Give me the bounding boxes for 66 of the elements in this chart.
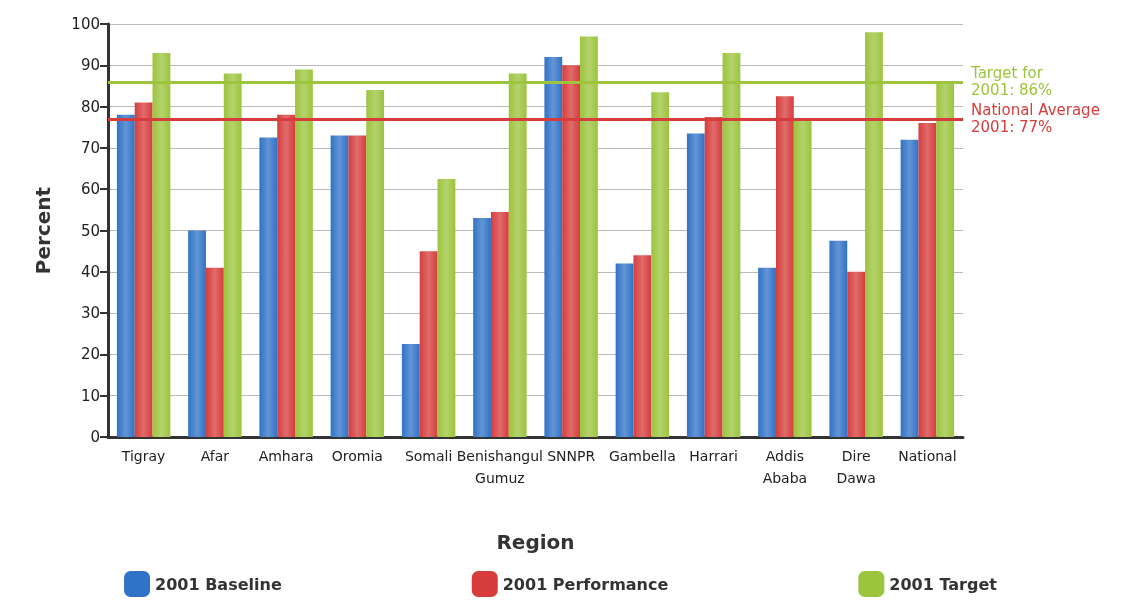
bar — [259, 137, 278, 437]
bar — [562, 65, 581, 437]
bar — [188, 230, 206, 437]
y-tick-label: 60 — [80, 180, 100, 199]
x-tick-label: Afar — [200, 448, 230, 464]
bar — [758, 267, 776, 437]
y-tick-label: 50 — [80, 221, 100, 240]
bar — [348, 135, 367, 437]
bar — [615, 263, 634, 437]
bar — [775, 96, 794, 437]
bar — [134, 102, 153, 437]
bar — [651, 92, 670, 437]
legend-label: 2001 Target — [889, 574, 998, 594]
bar — [223, 73, 242, 437]
y-tick-label: 20 — [80, 345, 100, 364]
x-tick-label: Benishangul Gumuz — [456, 448, 543, 486]
bar — [793, 121, 812, 437]
bar — [330, 135, 349, 437]
bar — [865, 32, 883, 437]
bar — [473, 218, 491, 437]
ref-line-label: Target for 2001: 86% — [970, 64, 1053, 100]
bar — [401, 344, 420, 437]
bar — [277, 114, 296, 437]
y-tick-label: 80 — [80, 97, 100, 116]
bar — [936, 83, 955, 437]
y-tick-label: 70 — [80, 138, 100, 157]
bar — [633, 255, 652, 437]
x-tick-label: Tigray — [120, 448, 166, 464]
x-axis-title: Region — [496, 530, 575, 554]
x-tick-label: SNNPR — [547, 448, 596, 464]
x-tick-label: Gambella — [608, 448, 676, 464]
y-tick-label: 100 — [71, 15, 100, 33]
bar — [295, 69, 313, 437]
bar — [437, 178, 456, 437]
bar — [490, 211, 509, 437]
x-tick-label: Somali — [404, 448, 453, 464]
bar — [704, 116, 723, 437]
x-tick-label: Addis Ababa — [762, 448, 808, 486]
ref-line-label: National Average 2001: 77% — [971, 101, 1100, 137]
x-tick-label: Harrari — [689, 448, 738, 464]
bar — [900, 139, 919, 437]
x-tick-label: National — [898, 448, 957, 464]
y-tick-label: 90 — [80, 56, 100, 75]
x-tick-label: Oromia — [331, 448, 383, 464]
bar — [544, 57, 563, 437]
bar — [847, 271, 866, 437]
x-tick-label: Amhara — [258, 448, 314, 464]
legend-label: 2001 Baseline — [155, 574, 282, 594]
y-axis-title: Percent — [31, 186, 55, 275]
bar — [686, 133, 705, 437]
bar — [829, 240, 848, 437]
bar — [508, 73, 527, 437]
x-tick-label: Dire Dawa — [836, 448, 876, 486]
bar — [918, 123, 937, 437]
bar — [116, 114, 135, 437]
y-tick-label: 10 — [80, 386, 100, 405]
bar — [580, 36, 598, 437]
y-tick-label: 0 — [90, 428, 100, 446]
bar — [366, 90, 385, 437]
y-tick-label: 40 — [80, 262, 100, 281]
bar — [419, 251, 438, 437]
bar — [152, 52, 171, 437]
bar — [722, 52, 741, 437]
legend-label: 2001 Performance — [502, 574, 669, 594]
y-tick-label: 30 — [80, 304, 100, 323]
bar — [205, 267, 224, 437]
